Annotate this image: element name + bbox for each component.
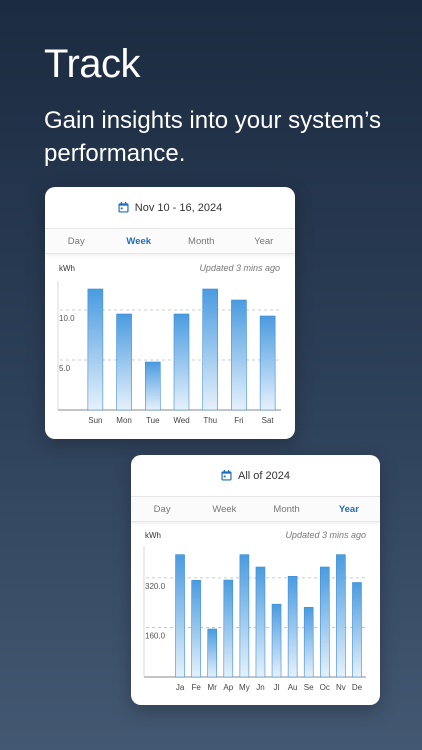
bar-ap[interactable] bbox=[223, 579, 234, 678]
x-tick-label: Fe bbox=[191, 683, 201, 692]
bar-oc[interactable] bbox=[319, 566, 330, 678]
tab-week[interactable]: Week bbox=[212, 503, 237, 515]
x-tick-label: My bbox=[239, 683, 250, 692]
tab-day[interactable]: Day bbox=[153, 503, 171, 515]
date-range-label: All of 2024 bbox=[238, 469, 290, 482]
date-range-label: Nov 10 - 16, 2024 bbox=[134, 201, 223, 214]
bar-mr[interactable] bbox=[207, 628, 218, 678]
calendar-icon bbox=[118, 202, 129, 213]
bar-my[interactable] bbox=[239, 554, 250, 678]
x-tick-label: Jl bbox=[274, 683, 280, 692]
x-tick-label: Sat bbox=[262, 416, 275, 425]
bar-au[interactable] bbox=[287, 576, 298, 678]
weekly-chart-card: Nov 10 - 16, 2024 Day Week Month Year kW… bbox=[45, 187, 295, 439]
x-tick-label: Sun bbox=[88, 416, 102, 425]
yearly-chart: kWh Updated 3 mins ago 160.0 320.0 Ja Fe Mr A… bbox=[131, 522, 380, 705]
bar-tue[interactable] bbox=[144, 361, 161, 411]
updated-label: Updated 3 mins ago bbox=[199, 263, 280, 273]
bar-wed[interactable] bbox=[173, 313, 190, 411]
bar-de[interactable] bbox=[352, 582, 362, 678]
updated-label: Updated 3 mins ago bbox=[285, 530, 366, 540]
x-tick-label: Au bbox=[288, 683, 298, 692]
period-tabs: Day Week Month Year bbox=[45, 228, 295, 254]
page-subtitle: Gain insights into your system’s perform… bbox=[44, 107, 382, 167]
weekly-bar-chart: kWh Updated 3 mins ago 5.0 10.0 Sun Mon Tue W… bbox=[57, 263, 281, 425]
unit-label: kWh bbox=[145, 531, 161, 540]
tab-month[interactable]: Month bbox=[273, 503, 300, 515]
x-tick-label: Mon bbox=[116, 416, 132, 425]
bar-se[interactable] bbox=[303, 606, 314, 678]
bar-fe[interactable] bbox=[191, 580, 201, 678]
bar-mon[interactable] bbox=[116, 313, 132, 411]
calendar-icon bbox=[221, 470, 232, 481]
date-range-selector[interactable]: All of 2024 bbox=[131, 455, 380, 496]
x-tick-label: Tue bbox=[146, 416, 160, 425]
x-tick-label: Nv bbox=[336, 683, 346, 692]
period-tabs: Day Week Month Year bbox=[131, 496, 380, 522]
bar-ja[interactable] bbox=[175, 554, 185, 678]
bar-sat[interactable] bbox=[259, 315, 276, 411]
x-tick-label: Ap bbox=[223, 683, 233, 692]
y-tick-label: 160.0 bbox=[145, 631, 166, 640]
bar-sun[interactable] bbox=[87, 288, 104, 411]
yearly-bar-chart: kWh Updated 3 mins ago 160.0 320.0 Ja Fe Mr A… bbox=[143, 530, 366, 692]
tab-month[interactable]: Month bbox=[188, 235, 215, 247]
tab-day[interactable]: Day bbox=[67, 235, 85, 247]
x-tick-label: Jn bbox=[256, 683, 264, 692]
bar-jl[interactable] bbox=[271, 603, 282, 678]
bar-thu[interactable] bbox=[202, 288, 219, 411]
unit-label: kWh bbox=[59, 264, 75, 273]
bar-nv[interactable] bbox=[336, 554, 346, 678]
bar-jn[interactable] bbox=[255, 566, 266, 678]
x-tick-label: De bbox=[352, 683, 363, 692]
x-tick-label: Oc bbox=[320, 683, 330, 692]
x-tick-label: Wed bbox=[173, 416, 189, 425]
yearly-chart-card: All of 2024 Day Week Month Year kWh Upda… bbox=[131, 455, 380, 705]
x-tick-label: Fri bbox=[234, 416, 244, 425]
y-tick-label: 5.0 bbox=[59, 364, 71, 373]
tab-year[interactable]: Year bbox=[338, 503, 359, 515]
y-tick-label: 10.0 bbox=[59, 314, 75, 323]
date-range-selector[interactable]: Nov 10 - 16, 2024 bbox=[45, 187, 295, 228]
tab-week[interactable]: Week bbox=[126, 235, 152, 247]
y-tick-label: 320.0 bbox=[145, 582, 166, 591]
bar-fri[interactable] bbox=[231, 299, 247, 411]
x-tick-label: Se bbox=[304, 683, 314, 692]
x-tick-label: Thu bbox=[203, 416, 217, 425]
x-tick-label: Mr bbox=[208, 683, 218, 692]
x-tick-label: Ja bbox=[176, 683, 185, 692]
tab-year[interactable]: Year bbox=[254, 235, 274, 247]
page-title: Track bbox=[44, 42, 141, 86]
weekly-chart: kWh Updated 3 mins ago 5.0 10.0 Sun Mon Tue W… bbox=[45, 254, 295, 439]
